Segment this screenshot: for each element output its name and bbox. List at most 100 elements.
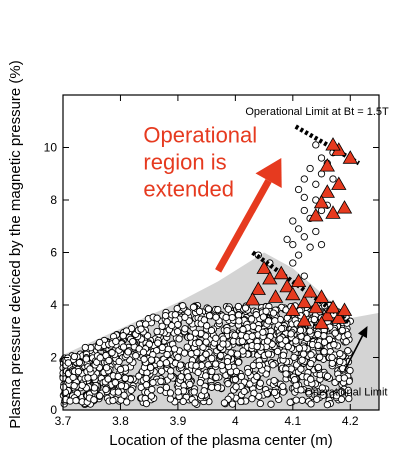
data-point-circle: [297, 365, 305, 373]
arrow-shaft: [343, 335, 364, 371]
data-point-circle: [276, 335, 284, 343]
arrow-head: [255, 158, 282, 188]
data-point-circle: [212, 334, 220, 342]
data-point-circle: [139, 348, 148, 356]
data-point-circle: [284, 342, 292, 351]
data-point-triangle: [313, 289, 330, 303]
data-point-circle: [273, 347, 282, 356]
data-point-circle: [231, 331, 239, 340]
data-point-triangle: [325, 205, 341, 219]
data-point-circle: [166, 395, 175, 403]
data-point-circle: [147, 392, 156, 400]
data-point-circle: [149, 378, 157, 387]
data-point-circle: [232, 383, 240, 391]
data-point-circle: [86, 365, 94, 373]
data-point-circle: [289, 259, 297, 267]
data-point-circle: [317, 240, 326, 249]
data-point-circle: [331, 329, 339, 337]
data-point-circle: [270, 388, 279, 397]
data-point-circle: [174, 320, 182, 329]
data-point-circle: [262, 307, 270, 315]
data-point-circle: [294, 185, 303, 194]
data-point-circle: [176, 361, 185, 369]
data-point-circle: [328, 353, 336, 362]
data-point-circle: [193, 348, 201, 357]
data-point-circle: [119, 332, 127, 340]
data-point-circle: [279, 382, 287, 391]
data-point-circle: [70, 352, 79, 361]
data-point-triangle: [244, 291, 261, 306]
data-point-circle: [314, 341, 322, 350]
data-point-circle: [239, 325, 247, 334]
data-point-circle: [208, 383, 216, 391]
data-point-circle: [289, 240, 297, 249]
data-point-circle: [323, 372, 332, 380]
data-point-circle: [255, 361, 263, 370]
data-point-circle: [96, 354, 104, 362]
data-point-circle: [175, 335, 183, 343]
data-point-circle: [115, 357, 123, 366]
data-point-circle: [102, 364, 111, 372]
data-point-circle: [277, 324, 286, 333]
data-point-circle: [299, 350, 308, 358]
data-point-circle: [307, 400, 315, 408]
data-point-circle: [306, 327, 314, 335]
data-point-circle: [132, 352, 140, 360]
data-point-circle: [224, 380, 232, 388]
data-point-circle: [120, 391, 128, 399]
data-point-circle: [279, 351, 288, 359]
data-point-circle: [340, 374, 348, 382]
data-point-circle: [81, 343, 89, 352]
data-point-circle: [307, 359, 315, 368]
data-point-triangle: [313, 194, 330, 209]
data-point-circle: [117, 382, 126, 390]
data-point-circle: [317, 170, 326, 178]
data-point-circle: [292, 337, 300, 345]
data-point-circle: [344, 331, 352, 339]
data-point-circle: [179, 302, 187, 310]
data-point-triangle: [336, 302, 353, 316]
data-point-circle: [312, 227, 320, 236]
data-point-circle: [253, 342, 261, 351]
data-point-circle: [184, 373, 192, 381]
data-point-circle: [104, 375, 112, 383]
x-tick-label: 3.9: [170, 414, 187, 428]
data-point-circle: [320, 338, 329, 346]
data-point-circle: [241, 304, 250, 312]
data-point-circle: [181, 325, 189, 333]
data-point-circle: [300, 175, 308, 183]
data-point-circle: [316, 353, 324, 361]
data-point-circle: [300, 193, 308, 202]
data-point-circle: [200, 387, 208, 395]
data-point-circle: [183, 343, 191, 351]
data-point-circle: [313, 395, 321, 403]
data-point-circle: [200, 316, 208, 324]
data-point-circle: [256, 399, 264, 408]
data-point-circle: [214, 305, 222, 314]
data-point-circle: [181, 313, 189, 321]
data-point-circle: [307, 351, 315, 359]
data-point-circle: [218, 361, 226, 370]
data-point-circle: [127, 394, 136, 402]
data-point-circle: [300, 233, 308, 241]
data-point-triangle: [290, 273, 307, 288]
data-point-circle: [142, 320, 150, 328]
data-point-circle: [233, 350, 242, 358]
data-point-circle: [228, 313, 236, 322]
annotation-limit-bt: Operational Limit at Bt = 1.5T: [245, 106, 389, 118]
data-point-triangle: [285, 286, 301, 301]
data-point-circle: [157, 377, 165, 385]
data-point-circle: [305, 390, 313, 398]
data-point-circle: [238, 337, 246, 345]
data-point-circle: [191, 399, 199, 407]
data-point-circle: [116, 365, 125, 374]
data-point-triangle: [325, 299, 341, 314]
data-point-triangle: [325, 137, 341, 151]
data-point-circle: [296, 326, 305, 334]
data-point-circle: [314, 363, 323, 372]
data-point-circle: [224, 305, 232, 313]
x-axis-label: Location of the plasma center (m): [109, 432, 332, 449]
y-tick-label: 10: [44, 141, 58, 155]
data-point-circle: [102, 385, 110, 394]
data-point-circle: [248, 395, 256, 403]
